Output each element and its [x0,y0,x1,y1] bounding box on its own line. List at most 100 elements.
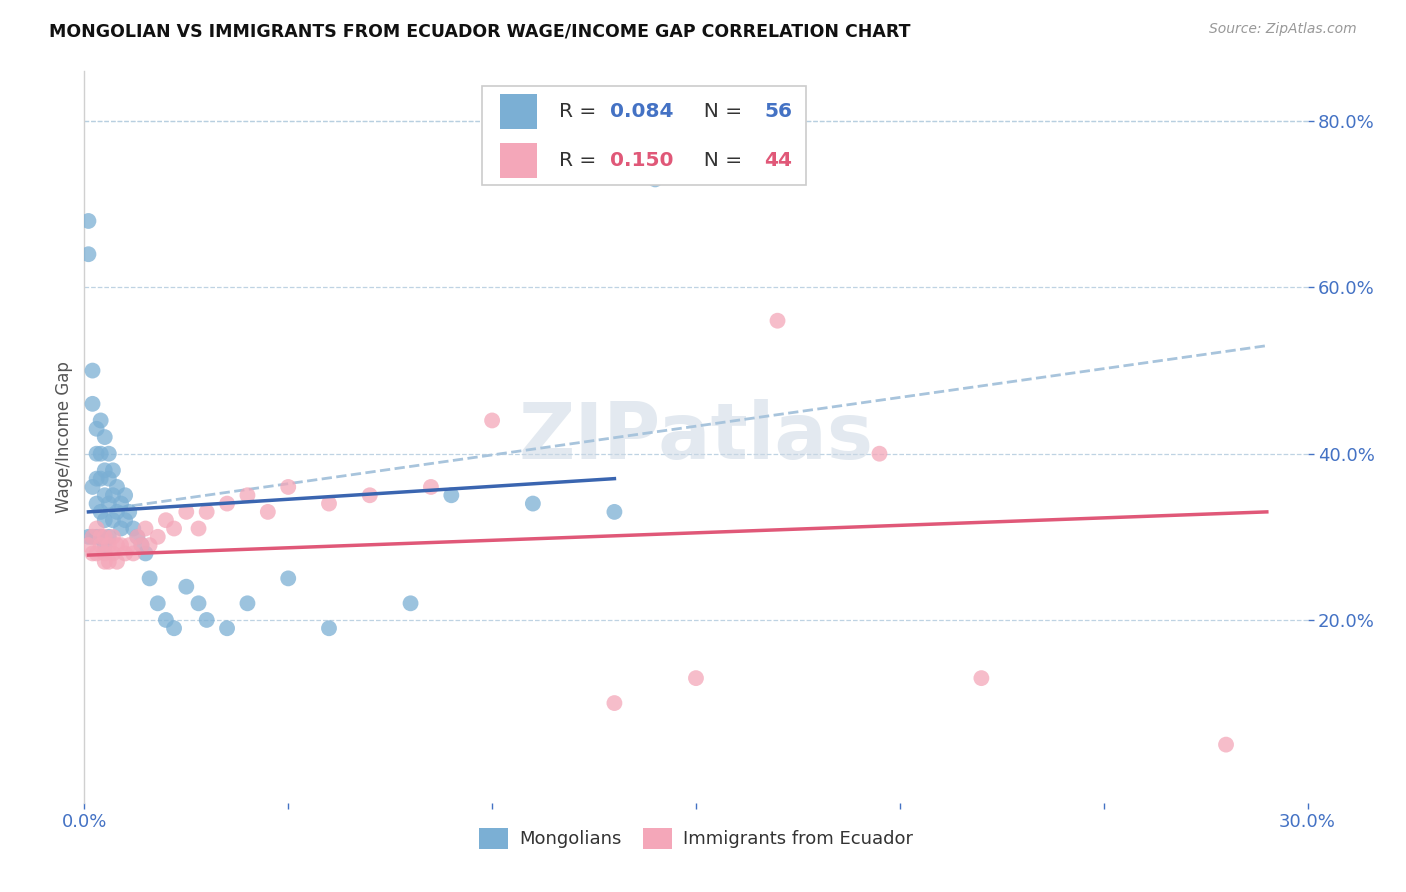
Point [217,497,239,511]
Text: ZIPatlas: ZIPatlas [519,399,873,475]
Point [86,521,108,535]
Point [1215,738,1237,752]
Point [869,447,891,461]
Text: R =: R = [560,151,603,170]
Point [86,472,108,486]
Point [318,497,340,511]
Point [122,546,145,560]
Point [236,488,259,502]
FancyBboxPatch shape [482,86,806,185]
Y-axis label: Wage/Income Gap: Wage/Income Gap [55,361,73,513]
Point [105,538,128,552]
Point [138,538,160,552]
Text: MONGOLIAN VS IMMIGRANTS FROM ECUADOR WAGE/INCOME GAP CORRELATION CHART: MONGOLIAN VS IMMIGRANTS FROM ECUADOR WAG… [49,22,911,40]
Point [82,363,104,377]
Point [82,546,104,560]
Point [127,530,149,544]
Point [257,505,280,519]
Point [101,513,124,527]
Point [90,530,112,544]
Point [236,596,259,610]
Point [195,505,218,519]
Text: 0.150: 0.150 [610,151,673,170]
Text: R =: R = [560,102,603,121]
Point [82,530,104,544]
Point [105,505,128,519]
Point [644,172,666,186]
Point [101,546,124,560]
Point [77,214,100,228]
Bar [501,143,537,178]
Point [195,613,218,627]
Point [277,571,299,585]
Point [399,596,422,610]
Point [110,538,132,552]
Point [105,480,128,494]
Point [118,505,141,519]
Point [90,472,112,486]
Point [135,521,157,535]
Point [766,314,789,328]
Point [93,463,115,477]
Point [82,480,104,494]
Point [187,596,209,610]
Point [127,530,149,544]
Point [82,397,104,411]
Legend: Mongolians, Immigrants from Ecuador: Mongolians, Immigrants from Ecuador [472,821,920,856]
Point [97,472,120,486]
Point [86,546,108,560]
Text: 56: 56 [765,102,793,121]
Point [93,530,115,544]
Point [110,497,132,511]
Point [359,488,381,502]
Point [97,497,120,511]
Point [97,530,120,544]
Point [97,447,120,461]
Point [114,513,136,527]
Point [82,530,104,544]
Point [187,521,209,535]
Point [122,521,145,535]
Point [93,488,115,502]
Text: Source: ZipAtlas.com: Source: ZipAtlas.com [1209,22,1357,37]
Point [101,463,124,477]
Point [90,447,112,461]
Point [77,530,100,544]
Point [277,480,299,494]
Point [114,546,136,560]
Point [86,530,108,544]
Point [217,621,239,635]
Point [97,555,120,569]
Point [174,505,197,519]
Point [155,613,177,627]
Point [138,571,160,585]
Point [114,488,136,502]
Point [86,497,108,511]
Point [101,488,124,502]
Point [90,505,112,519]
Point [110,521,132,535]
Point [90,538,112,552]
Point [318,621,340,635]
Point [481,413,503,427]
Bar [501,94,537,129]
Point [86,422,108,436]
Point [155,513,177,527]
Point [603,505,626,519]
Point [93,513,115,527]
Point [420,480,443,494]
Point [174,580,197,594]
Point [93,538,115,552]
Point [93,430,115,444]
Point [93,555,115,569]
Point [131,538,153,552]
Text: 0.084: 0.084 [610,102,673,121]
Point [685,671,707,685]
Point [97,538,120,552]
Text: 44: 44 [765,151,793,170]
Point [101,530,124,544]
Text: N =: N = [692,151,748,170]
Point [86,447,108,461]
Point [163,521,186,535]
Point [146,530,169,544]
